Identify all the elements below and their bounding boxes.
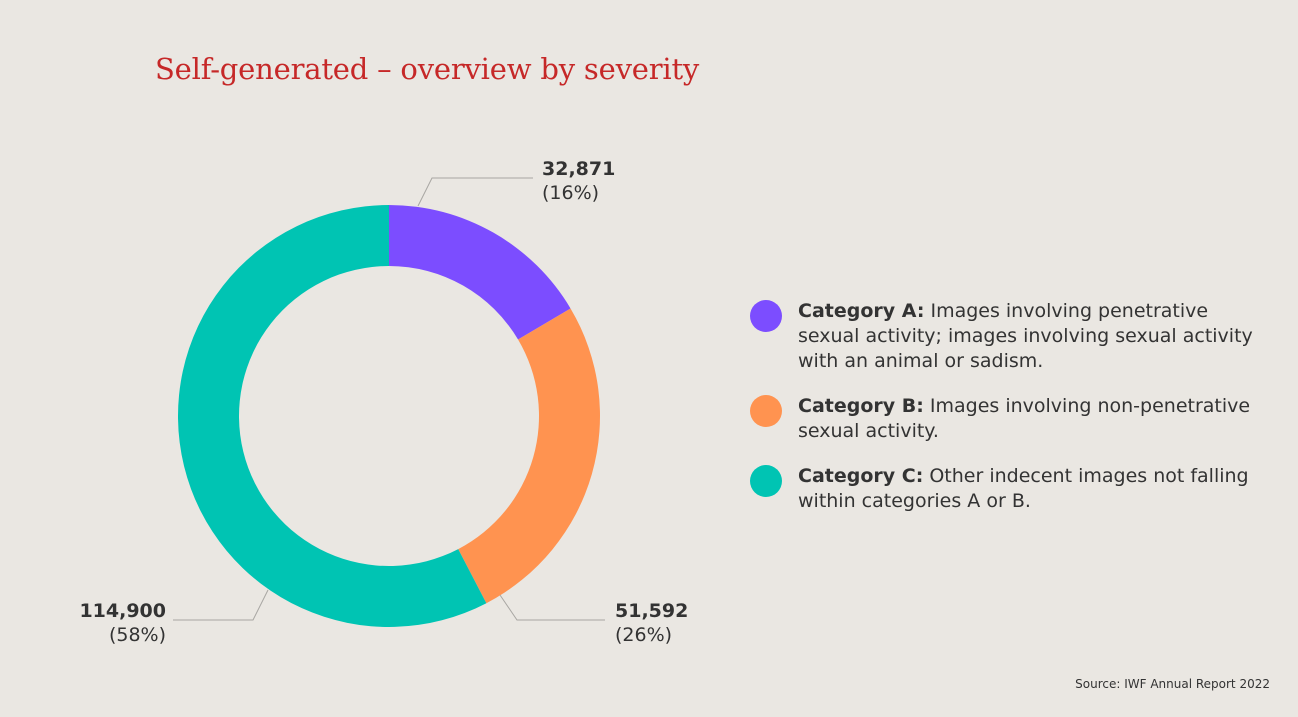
legend-item-category-a: Category A: Images involving penetrative… <box>750 299 1260 374</box>
data-label-value: 51,592 <box>615 600 689 622</box>
source-note: Source: IWF Annual Report 2022 <box>1075 677 1270 691</box>
data-label-category-b: 51,592 (26%) <box>615 599 688 647</box>
legend-swatch-category-c <box>750 465 782 497</box>
leader-line-category-b <box>499 594 605 621</box>
legend-category-label: Category C: <box>798 465 924 487</box>
donut-slice-category-c <box>178 205 487 628</box>
data-label-category-a: 32,871 (16%) <box>542 157 615 205</box>
leader-line-category-a <box>417 177 533 207</box>
data-label-value: 32,871 <box>542 158 616 180</box>
legend-swatch-category-a <box>750 300 782 332</box>
data-label-category-c: 114,900 (58%) <box>66 599 166 647</box>
legend-category-label: Category B: <box>798 395 924 417</box>
legend: Category A: Images involving penetrative… <box>750 299 1260 534</box>
data-label-percent: (26%) <box>615 624 673 646</box>
donut-slice-category-a <box>389 205 571 340</box>
legend-description: Images involving non-penetrative sexual … <box>798 395 1251 442</box>
data-label-value: 114,900 <box>79 600 166 622</box>
legend-category-label: Category A: <box>798 300 925 322</box>
data-label-percent: (16%) <box>542 182 600 204</box>
data-label-percent: (58%) <box>108 624 166 646</box>
leader-line-category-c <box>173 589 269 621</box>
legend-item-category-b: Category B: Images involving non-penetra… <box>750 394 1260 444</box>
donut-slice-category-b <box>458 308 600 604</box>
legend-item-category-c: Category C: Other indecent images not fa… <box>750 464 1260 514</box>
legend-description: Images involving penetrative sexual acti… <box>798 300 1253 372</box>
chart-title: Self-generated – overview by severity <box>155 52 700 86</box>
legend-swatch-category-b <box>750 395 782 427</box>
legend-description: Other indecent images not falling within… <box>798 465 1249 512</box>
